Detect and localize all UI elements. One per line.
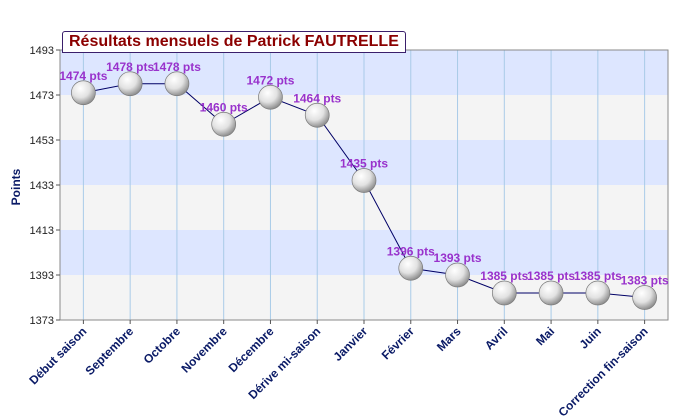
y-tick-label: 1433: [30, 180, 54, 192]
data-point-marker: [538, 280, 564, 306]
data-point-marker: [211, 111, 237, 137]
data-label: 1396 pts: [387, 244, 435, 258]
data-label: 1385 pts: [480, 269, 528, 283]
data-label: 1464 pts: [293, 91, 341, 105]
y-tick-label: 1473: [30, 90, 54, 102]
data-label: 1383 pts: [621, 274, 669, 288]
data-point-marker: [117, 71, 143, 97]
x-tick-label: Septembre: [83, 324, 137, 378]
data-point-marker: [304, 102, 330, 128]
data-point-marker: [351, 168, 377, 193]
x-tick-label: Janvier: [331, 324, 371, 364]
data-label: 1474 pts: [59, 69, 107, 83]
data-label: 1385 pts: [574, 269, 622, 283]
y-tick-label: 1453: [30, 135, 54, 147]
x-tick-label: Correction fin-saison: [555, 324, 650, 419]
x-tick-label: Octobre: [141, 324, 184, 367]
data-label: 1393 pts: [434, 251, 482, 265]
data-label: 1435 pts: [340, 157, 388, 171]
data-point-marker: [632, 285, 657, 310]
data-point-marker: [585, 280, 611, 306]
x-tick-label: Début saison: [26, 324, 89, 387]
y-tick-label: 1393: [30, 270, 54, 282]
chart-title: Résultats mensuels de Patrick FAUTRELLE: [62, 31, 406, 53]
data-point-marker: [398, 255, 424, 281]
data-label: 1472 pts: [246, 73, 294, 87]
x-tick-label: Mai: [533, 324, 557, 348]
y-tick-label: 1493: [30, 45, 54, 57]
y-axis-label: Points: [9, 168, 23, 206]
data-label: 1385 pts: [527, 269, 575, 283]
data-point-marker: [258, 84, 283, 110]
data-point-marker: [164, 71, 190, 97]
x-tick-label: Novembre: [178, 324, 230, 376]
data-point-marker: [445, 262, 470, 288]
x-tick-label: Mars: [434, 324, 464, 354]
y-tick-label: 1373: [30, 315, 54, 327]
y-axis-label-wrap: Points: [4, 169, 28, 206]
y-tick-label: 1413: [30, 225, 54, 237]
x-tick-label: Juin: [577, 324, 604, 351]
data-label: 1460 pts: [200, 100, 248, 114]
x-tick-label: Février: [379, 324, 417, 362]
x-tick-label: Avril: [482, 324, 510, 352]
data-point-marker: [491, 280, 517, 306]
data-label: 1478 pts: [153, 60, 201, 74]
data-label: 1478 pts: [106, 60, 154, 74]
data-point-marker: [71, 80, 96, 106]
